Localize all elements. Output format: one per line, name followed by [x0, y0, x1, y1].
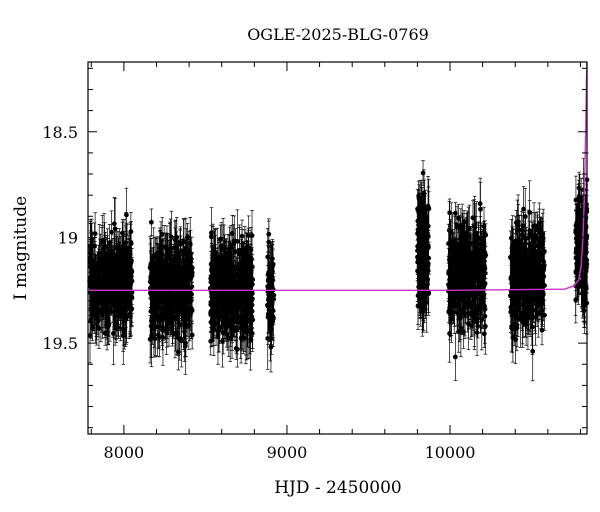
- chart-title: OGLE-2025-BLG-0769: [247, 25, 429, 44]
